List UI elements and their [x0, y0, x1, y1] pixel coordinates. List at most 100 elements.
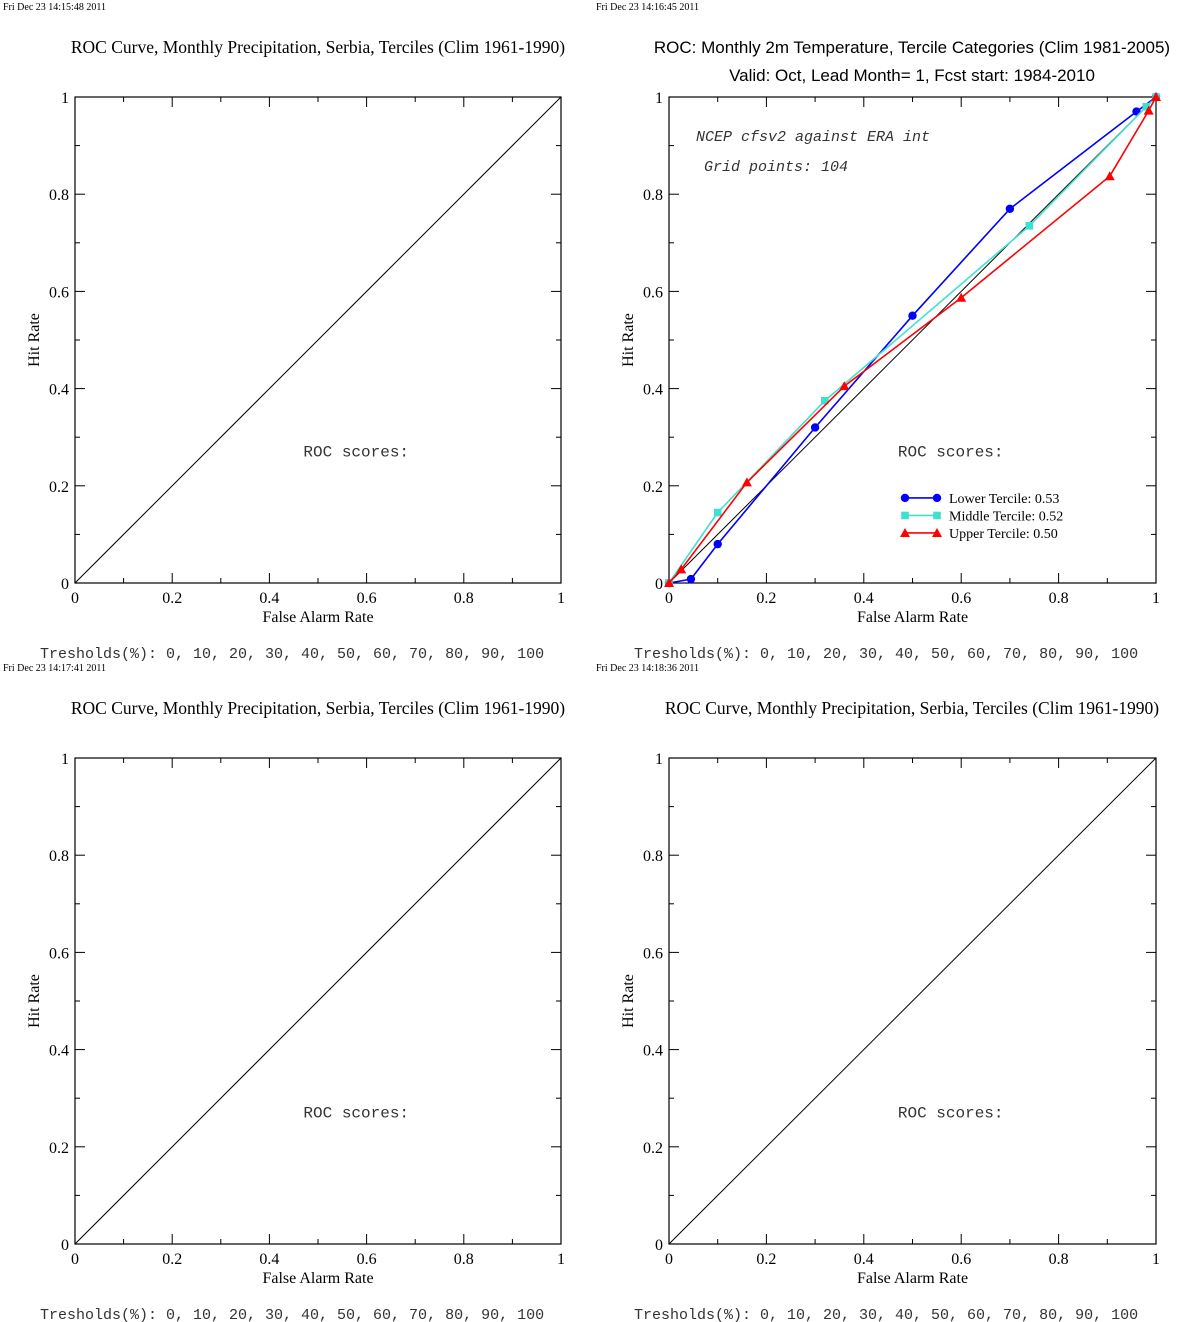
y-tick-label: 1 — [655, 751, 663, 768]
y-axis-label: Hit Rate — [26, 974, 43, 1028]
chart-subtitle: Valid: Oct, Lead Month= 1, Fcst start: 1… — [729, 66, 1095, 85]
chart-title: ROC Curve, Monthly Precipitation, Serbia… — [71, 698, 565, 718]
x-tick-label: 0.4 — [854, 590, 874, 607]
x-tick-label: 0 — [665, 1251, 673, 1268]
data-point — [900, 493, 910, 503]
legend-label: Middle Tercile: 0.52 — [949, 509, 1063, 524]
timestamp: Fri Dec 23 14:15:48 2011 — [3, 2, 106, 13]
data-point — [1142, 102, 1151, 111]
chart-panel-2: Fri Dec 23 14:16:45 2011 ROC: Monthly 2m … — [596, 2, 1170, 663]
x-tick-label: 0.2 — [756, 1251, 776, 1268]
data-point — [741, 477, 752, 487]
reference-diagonal — [74, 96, 562, 584]
data-point — [900, 527, 910, 537]
y-tick-label: 0 — [655, 576, 663, 593]
chart-title: ROC Curve, Monthly Precipitation, Serbia… — [71, 37, 565, 57]
y-tick-label: 0 — [61, 1237, 69, 1254]
x-tick-label: 0 — [71, 1251, 79, 1268]
x-axis-label: False Alarm Rate — [262, 1270, 373, 1287]
data-point — [1104, 171, 1115, 181]
reference-diagonal — [668, 96, 1157, 584]
reference-diagonal — [668, 757, 1157, 1245]
data-point — [713, 539, 722, 549]
legend-label: Lower Tercile: 0.53 — [949, 492, 1059, 507]
data-point — [901, 511, 909, 520]
thresholds-text: Tresholds(%): 0, 10, 20, 30, 40, 50, 60,… — [40, 1307, 544, 1322]
x-axis-label: False Alarm Rate — [857, 609, 968, 626]
data-point — [1025, 221, 1034, 230]
x-tick-label: 1 — [1152, 590, 1160, 607]
data-point — [686, 574, 696, 584]
x-tick-label: 0 — [665, 590, 673, 607]
data-point — [664, 578, 674, 587]
data-point — [676, 564, 687, 574]
data-point — [1005, 204, 1015, 213]
x-axis-label: False Alarm Rate — [262, 609, 373, 626]
data-point — [956, 292, 967, 302]
y-tick-label: 0.6 — [49, 945, 69, 962]
roc-scores-label: ROC scores: — [303, 1105, 409, 1123]
annotation-text: Grid points: 104 — [704, 159, 848, 176]
y-tick-label: 0.4 — [643, 382, 663, 399]
y-tick-label: 1 — [61, 751, 69, 768]
x-tick-label: 0.6 — [357, 590, 377, 607]
y-tick-label: 0.6 — [643, 284, 663, 301]
y-axis-label: Hit Rate — [26, 313, 43, 367]
y-tick-label: 0.4 — [49, 1043, 69, 1060]
timestamp: Fri Dec 23 14:17:41 2011 — [3, 663, 106, 674]
thresholds-text: Tresholds(%): 0, 10, 20, 30, 40, 50, 60,… — [634, 646, 1138, 663]
chart-panel-4: Fri Dec 23 14:18:36 2011 ROC Curve, Month… — [596, 663, 1160, 1322]
y-tick-label: 0.8 — [49, 187, 69, 204]
axis-ticks — [74, 96, 562, 584]
data-point — [932, 493, 942, 503]
y-axis-label: Hit Rate — [620, 974, 637, 1028]
y-tick-label: 0.4 — [49, 382, 69, 399]
y-axis-label: Hit Rate — [620, 313, 637, 367]
chart-title: ROC Curve, Monthly Precipitation, Serbia… — [665, 698, 1159, 718]
x-tick-label: 1 — [557, 1251, 565, 1268]
chart-panel-1: Fri Dec 23 14:15:48 2011 ROC Curve, Month… — [3, 2, 565, 663]
x-tick-label: 1 — [1152, 1251, 1160, 1268]
y-tick-label: 0.2 — [49, 479, 69, 496]
y-tick-label: 1 — [61, 90, 69, 107]
y-tick-label: 0.6 — [643, 945, 663, 962]
data-point — [810, 423, 820, 432]
timestamp: Fri Dec 23 14:18:36 2011 — [596, 663, 699, 674]
y-tick-label: 0.8 — [643, 848, 663, 865]
x-tick-label: 0.6 — [951, 1251, 971, 1268]
data-point — [713, 508, 722, 517]
legend: Lower Tercile: 0.53 Middle Tercile: 0.52 U… — [900, 492, 1063, 542]
thresholds-text: Tresholds(%): 0, 10, 20, 30, 40, 50, 60,… — [634, 1307, 1138, 1322]
x-axis-label: False Alarm Rate — [857, 1270, 968, 1287]
y-tick-label: 0 — [655, 1237, 663, 1254]
axis-ticks — [668, 757, 1157, 1245]
y-tick-label: 0.8 — [49, 848, 69, 865]
data-point — [933, 511, 941, 520]
x-tick-label: 0.6 — [951, 590, 971, 607]
x-tick-label: 0 — [71, 590, 79, 607]
x-tick-label: 0.8 — [454, 590, 474, 607]
roc-scores-label: ROC scores: — [898, 444, 1004, 462]
data-point — [932, 527, 942, 537]
y-tick-label: 0.8 — [643, 187, 663, 204]
reference-diagonal — [74, 757, 562, 1245]
x-tick-label: 0.4 — [259, 590, 279, 607]
data-point — [1143, 105, 1154, 115]
data-point — [821, 396, 829, 405]
legend-label: Upper Tercile: 0.50 — [949, 527, 1058, 542]
y-tick-label: 0.4 — [643, 1043, 663, 1060]
chart-title: ROC: Monthly 2m Temperature, Tercile Cat… — [654, 38, 1170, 57]
x-tick-label: 0.6 — [357, 1251, 377, 1268]
series-line — [668, 96, 1157, 584]
x-tick-label: 0.2 — [162, 590, 182, 607]
x-tick-label: 0.4 — [854, 1251, 874, 1268]
chart-panel-3: Fri Dec 23 14:17:41 2011 ROC Curve, Month… — [3, 663, 565, 1322]
x-tick-label: 0.2 — [162, 1251, 182, 1268]
y-tick-label: 1 — [655, 90, 663, 107]
y-tick-label: 0 — [61, 576, 69, 593]
y-tick-label: 0.2 — [49, 1140, 69, 1157]
roc-scores-label: ROC scores: — [898, 1105, 1004, 1123]
roc-scores-label: ROC scores: — [303, 444, 409, 462]
data-point — [839, 381, 850, 391]
